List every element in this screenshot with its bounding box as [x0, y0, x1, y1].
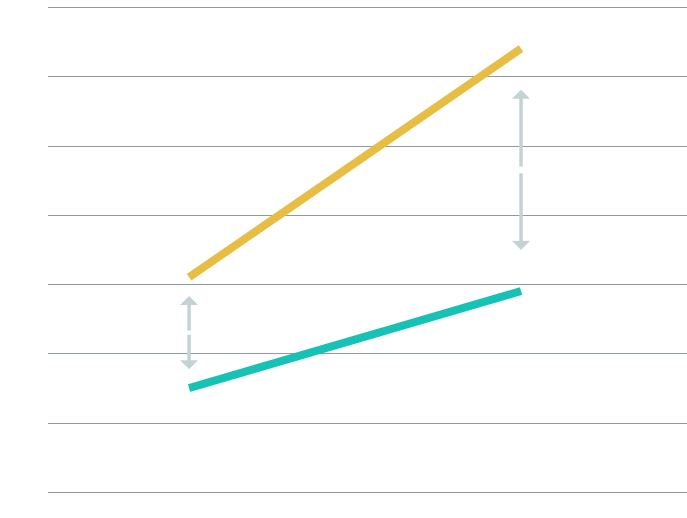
series-lines [186, 45, 524, 392]
up-arrow-head [180, 296, 199, 306]
down-arrow-shaft [187, 334, 191, 362]
up-arrow-shaft [519, 97, 523, 167]
up-arrow-head [512, 89, 531, 99]
down-arrow-head [512, 240, 531, 250]
up-arrow-shaft [187, 304, 191, 331]
gap-arrow-1 [512, 89, 531, 250]
gap-arrow-0 [180, 296, 199, 370]
series-line-1 [187, 287, 523, 392]
down-arrow-shaft [519, 173, 523, 242]
series-line-0 [186, 45, 524, 281]
gap-arrows [180, 89, 531, 370]
down-arrow-head [180, 360, 199, 370]
gridlines [48, 7, 687, 493]
